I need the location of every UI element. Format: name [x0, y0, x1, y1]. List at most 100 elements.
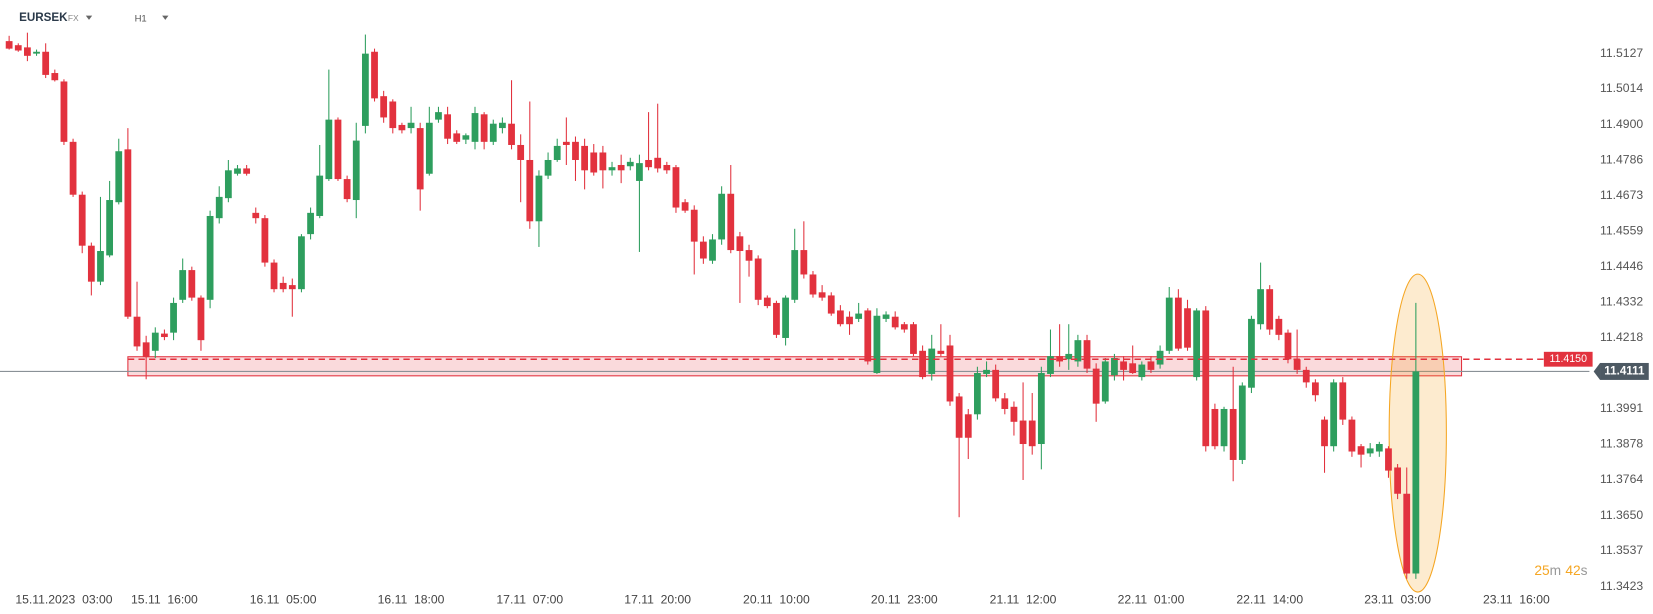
- candle-body: [115, 151, 123, 203]
- candle-body: [1302, 369, 1310, 383]
- candle-body: [279, 282, 287, 290]
- candle-body: [864, 310, 872, 362]
- candle-body: [1092, 368, 1100, 404]
- candle-body: [453, 133, 461, 142]
- timeframe-dropdown[interactable]: [162, 15, 169, 20]
- candle-body: [471, 113, 479, 142]
- candle-body: [636, 163, 643, 181]
- candle-body: [791, 250, 799, 300]
- candle-body: [1165, 297, 1173, 351]
- candle-body: [1385, 448, 1392, 471]
- candle-body: [718, 193, 726, 240]
- x-tick-label: 15.11.2023 03:00: [15, 593, 112, 607]
- candle-body: [517, 144, 525, 160]
- candle-body: [836, 310, 844, 325]
- candle-body: [672, 167, 680, 208]
- candle-body: [14, 45, 22, 51]
- candle-body: [1083, 340, 1091, 369]
- candle-body: [78, 194, 86, 246]
- x-tick-label: 16.11 05:00: [250, 593, 317, 607]
- y-tick-label: 11.5127: [1600, 46, 1643, 60]
- candle-body: [1065, 353, 1073, 360]
- candle-body: [97, 251, 104, 282]
- candle-body: [709, 239, 716, 261]
- candle-body: [1412, 371, 1420, 574]
- candle-body: [699, 241, 707, 259]
- symbol[interactable]: EURSEK: [19, 11, 68, 24]
- candle-body: [855, 313, 863, 319]
- x-tick-label: 17.11 07:00: [496, 593, 563, 607]
- candle-body: [1120, 361, 1127, 370]
- candle-body: [124, 149, 132, 317]
- candle-body: [617, 164, 625, 171]
- symbol-dropdown[interactable]: [85, 15, 93, 20]
- candle-body: [526, 159, 534, 222]
- candle-body: [1248, 318, 1255, 388]
- candle-body: [243, 168, 251, 174]
- candle-body: [1001, 398, 1009, 409]
- y-tick-label: 11.3878: [1600, 437, 1643, 451]
- y-tick-label: 11.3764: [1600, 472, 1643, 486]
- candle-body: [1147, 361, 1155, 370]
- candle-body: [206, 215, 214, 300]
- y-tick-label: 11.4218: [1600, 330, 1643, 344]
- x-tick-label: 20.11 10:00: [743, 593, 810, 607]
- timeframe[interactable]: H1: [135, 13, 147, 24]
- candle-body: [873, 315, 881, 374]
- candle-body: [151, 332, 159, 351]
- candle-body: [1229, 408, 1237, 460]
- x-tick-label: 17.11 20:00: [624, 593, 691, 607]
- candle-body: [60, 81, 68, 142]
- candle-body: [846, 316, 853, 325]
- candle-body: [818, 292, 826, 298]
- candle-body: [343, 179, 351, 200]
- candle-body: [161, 333, 168, 338]
- y-tick-label: 11.5014: [1600, 81, 1643, 95]
- candle-body: [106, 200, 114, 256]
- candle-body: [425, 122, 433, 174]
- candle-body: [882, 314, 890, 319]
- candle-body: [645, 159, 652, 168]
- countdown: 25m 42s: [1534, 562, 1587, 577]
- candle-body: [261, 218, 269, 263]
- candle-body: [361, 53, 369, 126]
- candle-body: [1028, 420, 1036, 447]
- candle-body: [1138, 364, 1146, 378]
- x-tick-label: 23.11 03:00: [1364, 593, 1431, 607]
- candle-body: [1339, 382, 1347, 420]
- candle-body: [1394, 467, 1401, 494]
- candle-body: [782, 297, 789, 338]
- candle-body: [919, 350, 926, 378]
- candle-body: [983, 369, 990, 374]
- x-tick-label: 15.11 16:00: [131, 593, 198, 607]
- candle-body: [380, 96, 388, 118]
- x-tick-label: 16.11 18:00: [378, 593, 445, 607]
- candle-body: [51, 73, 59, 81]
- candle-body: [1101, 361, 1109, 402]
- candle-body: [1257, 289, 1264, 325]
- candle-body: [946, 345, 954, 402]
- candle-body: [690, 209, 698, 242]
- candle-body: [298, 236, 305, 290]
- candle-body: [1321, 419, 1328, 447]
- candle-body: [928, 348, 936, 374]
- candle-body: [407, 122, 415, 129]
- candle-body: [1202, 310, 1210, 447]
- candle-body: [508, 123, 515, 145]
- candle-body: [1019, 420, 1027, 445]
- candle-body: [1330, 382, 1338, 447]
- candle-body: [800, 250, 808, 275]
- candle-body: [352, 140, 360, 201]
- candle-body: [462, 135, 470, 140]
- candle-body: [544, 159, 552, 176]
- candle-body: [581, 145, 589, 171]
- candle-body: [69, 141, 77, 195]
- last-price-label: 11.4111: [1604, 365, 1645, 378]
- x-tick-label: 22.11 14:00: [1236, 593, 1303, 607]
- y-tick-label: 11.4446: [1600, 259, 1643, 273]
- candle-body: [599, 152, 607, 171]
- candle-body: [827, 295, 835, 314]
- candle-body: [489, 123, 497, 142]
- candle-body: [42, 51, 50, 75]
